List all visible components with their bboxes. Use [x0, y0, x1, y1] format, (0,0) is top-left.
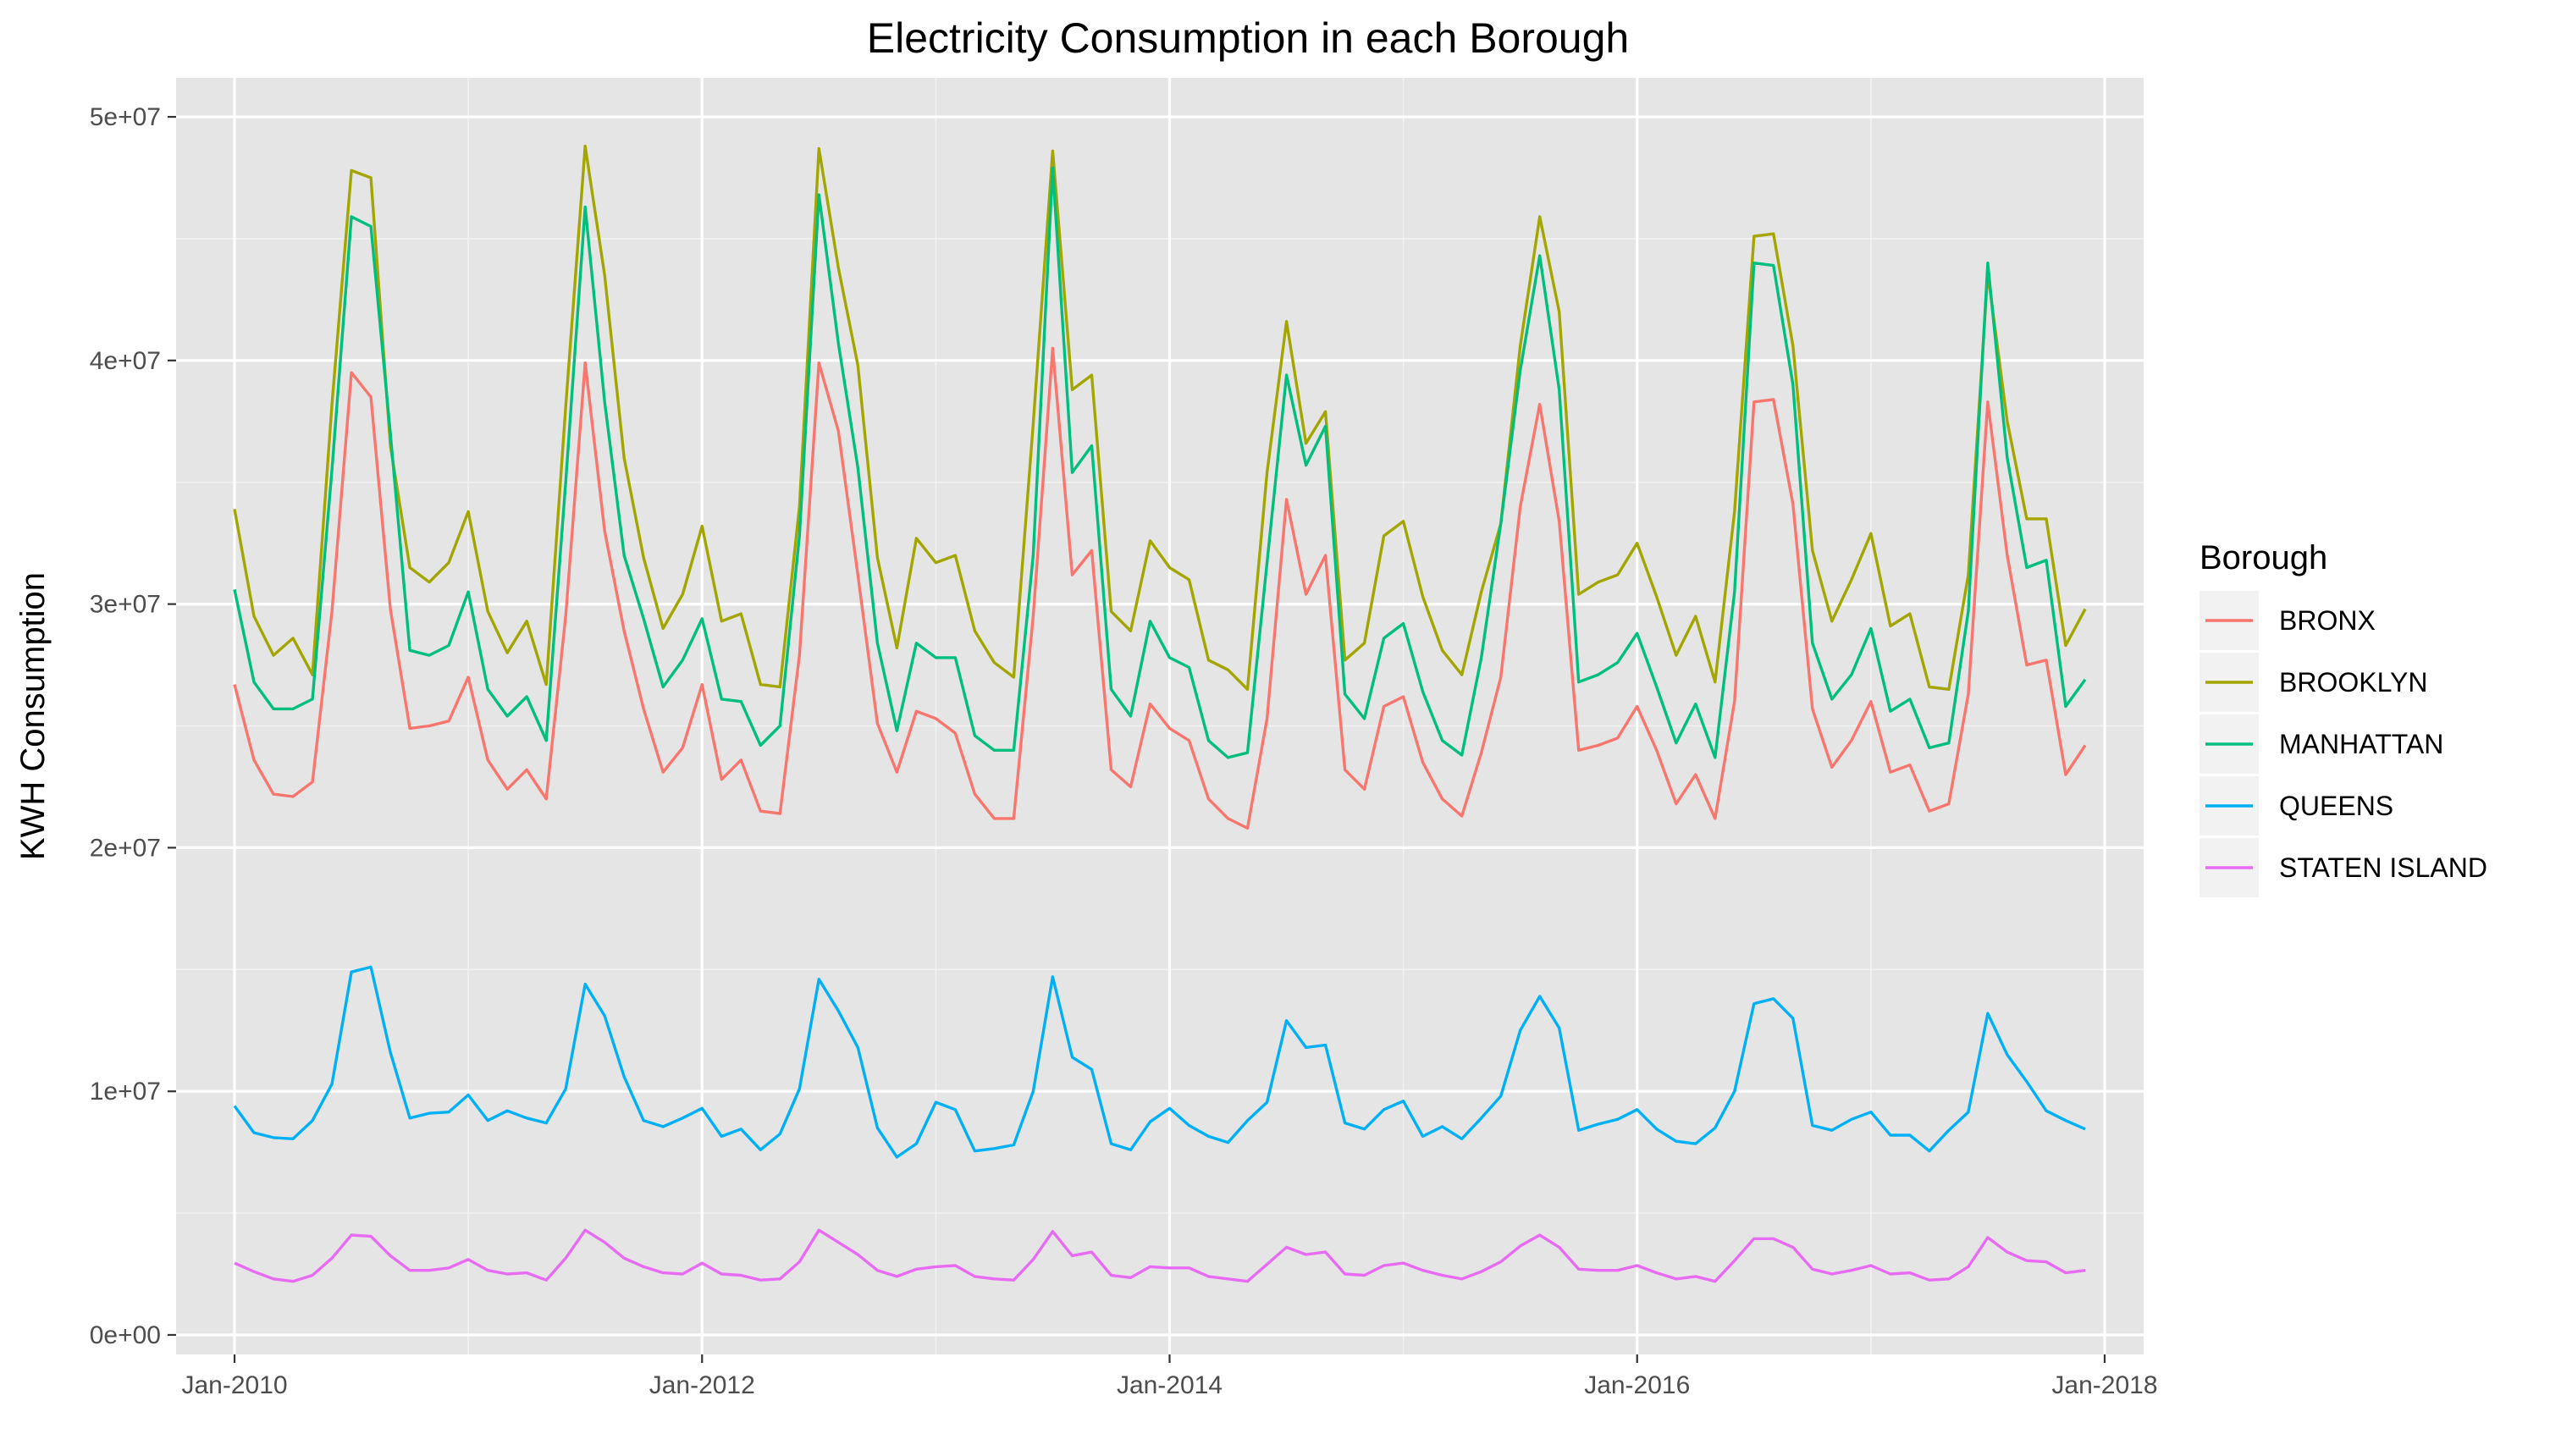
- chart-title: Electricity Consumption in each Borough: [867, 14, 1629, 62]
- series-line-staten-island: [234, 1228, 2086, 1283]
- legend-label: BROOKLYN: [2279, 667, 2427, 698]
- legend-title: Borough: [2200, 539, 2327, 576]
- series-line-manhattan: [233, 166, 2087, 759]
- y-axis: 0e+00 1e+07 2e+07 3e+07 4e+07 5e+07: [90, 103, 176, 1349]
- series-line-brooklyn: [233, 144, 2087, 691]
- grid-minor: [176, 78, 2144, 1354]
- grid-major: [176, 78, 2144, 1354]
- x-tick-label: Jan-2010: [181, 1371, 287, 1399]
- y-tick-label: 4e+07: [90, 347, 161, 375]
- y-tick-label: 1e+07: [90, 1078, 161, 1106]
- x-tick-label: Jan-2014: [1117, 1371, 1223, 1399]
- x-axis: Jan-2010 Jan-2012 Jan-2014 Jan-2016 Jan-2018: [181, 1354, 2158, 1399]
- legend: Borough BRONX BROOKLYN MANHATTAN QUEENS STAT…: [2200, 539, 2487, 897]
- legend-label: STATEN ISLAND: [2279, 852, 2487, 883]
- x-tick-label: Jan-2016: [1584, 1371, 1690, 1399]
- x-tick-label: Jan-2012: [649, 1371, 755, 1399]
- y-axis-title: KWH Consumption: [14, 572, 52, 860]
- y-tick-label: 2e+07: [90, 834, 161, 862]
- legend-label: QUEENS: [2279, 791, 2393, 821]
- series-line-queens: [233, 965, 2086, 1159]
- legend-label: BRONX: [2279, 605, 2376, 636]
- legend-label: MANHATTAN: [2279, 729, 2443, 759]
- y-tick-label: 0e+00: [90, 1321, 161, 1349]
- series-lines: [233, 144, 2087, 1283]
- series-line-bronx: [233, 346, 2087, 830]
- x-tick-label: Jan-2018: [2051, 1371, 2157, 1399]
- y-tick-label: 3e+07: [90, 591, 161, 619]
- y-tick-label: 5e+07: [90, 103, 161, 131]
